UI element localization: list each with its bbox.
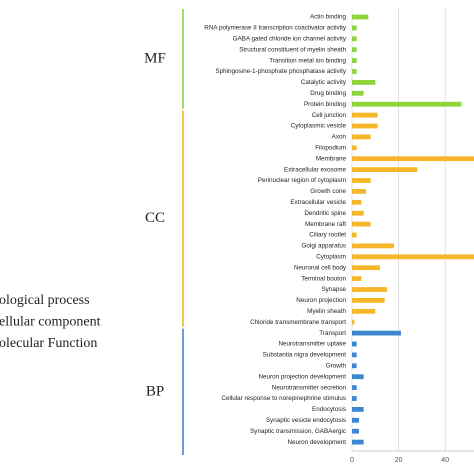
- category-label: Axon: [332, 134, 347, 141]
- bar: [352, 308, 376, 314]
- bar: [352, 428, 359, 434]
- bar: [352, 90, 364, 96]
- category-label: Perinuclear region of cytoplasm: [258, 177, 346, 184]
- bar: [352, 276, 362, 281]
- category-label: Growth cone: [310, 188, 346, 195]
- category-label: Extracellular vesicle: [290, 199, 346, 206]
- category-label: Neurotransmitter uptake: [278, 341, 346, 348]
- bar: [352, 396, 357, 401]
- x-tick-label: 40: [441, 457, 449, 464]
- category-label: GABA gated chloride ion channel activity: [233, 35, 347, 42]
- bar: [352, 287, 387, 292]
- bar: [352, 69, 357, 74]
- bar: [352, 112, 378, 118]
- category-label: Neuron development: [288, 439, 347, 446]
- bar: [352, 210, 364, 216]
- bar: [352, 80, 376, 85]
- category-label: Membrane raft: [305, 221, 346, 228]
- category-label: Catalytic activity: [301, 79, 347, 86]
- category-label: Golgi apparatus: [302, 243, 346, 250]
- bar: [352, 58, 357, 63]
- bar: [352, 232, 357, 238]
- category-label: Neuronal cell body: [294, 264, 347, 271]
- bar: [352, 25, 357, 31]
- category-label: Membrane: [316, 155, 347, 162]
- grid: [351, 8, 446, 451]
- category-label: Myelin sheath: [307, 308, 346, 315]
- category-label: Cytoplasmic vesicle: [291, 123, 347, 130]
- bar: [352, 407, 364, 412]
- bar: [352, 123, 378, 129]
- bar: [352, 254, 474, 260]
- category-label: Transport: [319, 330, 346, 337]
- category-label: Synapse: [321, 286, 346, 293]
- bar: [352, 167, 418, 172]
- legend-text: ological process: [0, 293, 90, 308]
- bar: [352, 265, 380, 271]
- bar: [352, 439, 364, 445]
- group-label: BP: [146, 383, 164, 399]
- category-label: Drug binding: [310, 90, 346, 97]
- bar: [352, 156, 474, 162]
- category-label: Synaptic transmission, GABAergic: [250, 428, 346, 435]
- category-label: Actin binding: [310, 14, 347, 21]
- category-label: Cellular response to norepinephrine stim…: [221, 395, 346, 402]
- bar: [352, 341, 357, 347]
- bar: [352, 134, 371, 140]
- group-label: MF: [144, 50, 166, 66]
- bar: [352, 36, 357, 42]
- category-label: RNA polymerase II transcription coactiva…: [204, 25, 347, 32]
- bar: [352, 14, 369, 20]
- category-label: Terminal bouton: [301, 275, 346, 282]
- category-label: Dendritic spine: [304, 210, 346, 217]
- bar: [352, 145, 357, 151]
- category-label: Growth: [326, 362, 347, 369]
- category-label: Extracellular exosome: [284, 166, 346, 173]
- category-label: Chloride transmembrane transport: [250, 319, 346, 326]
- category-label: Cytoplasm: [316, 253, 346, 260]
- group-label: CC: [145, 210, 165, 226]
- bar: [352, 352, 357, 358]
- legend-text: ellular component: [0, 315, 101, 330]
- bar: [352, 178, 371, 183]
- category-label: Neuron projection development: [258, 373, 346, 380]
- category-label: Transition metal ion binding: [269, 57, 346, 64]
- bar: [352, 101, 462, 107]
- category-label: Filopodium: [315, 144, 346, 151]
- category-label: Neurotransmitter secretion: [272, 384, 347, 391]
- bar: [352, 319, 355, 325]
- category-label: Endocytosis: [312, 406, 346, 413]
- category-label: Protein binding: [304, 101, 347, 108]
- category-label: Ciliary rootlet: [309, 232, 346, 239]
- bar: [352, 199, 362, 205]
- bar: [352, 243, 394, 249]
- x-tick-label: 0: [350, 457, 354, 464]
- category-label: Sphingosine-1-phosphate phosphatase acti…: [215, 68, 346, 75]
- bar: [352, 298, 385, 303]
- bar: [352, 47, 357, 53]
- bar: [352, 330, 401, 336]
- bars: [352, 14, 474, 445]
- legend-text: olecular Function: [0, 336, 97, 351]
- category-label: Substantia nigra development: [263, 352, 347, 359]
- category-label: Synaptic vesicle endocytosis: [266, 417, 346, 424]
- category-label: Cell junction: [312, 112, 347, 119]
- category-label: Structural constituent of myelin sheath: [239, 46, 346, 53]
- bar: [352, 374, 364, 380]
- bar: [352, 189, 366, 194]
- bar: [352, 417, 359, 423]
- bar: [352, 363, 357, 369]
- bar: [352, 221, 371, 227]
- x-tick-label: 20: [395, 457, 403, 464]
- category-label: Neuron projection: [296, 297, 346, 304]
- bar: [352, 385, 357, 390]
